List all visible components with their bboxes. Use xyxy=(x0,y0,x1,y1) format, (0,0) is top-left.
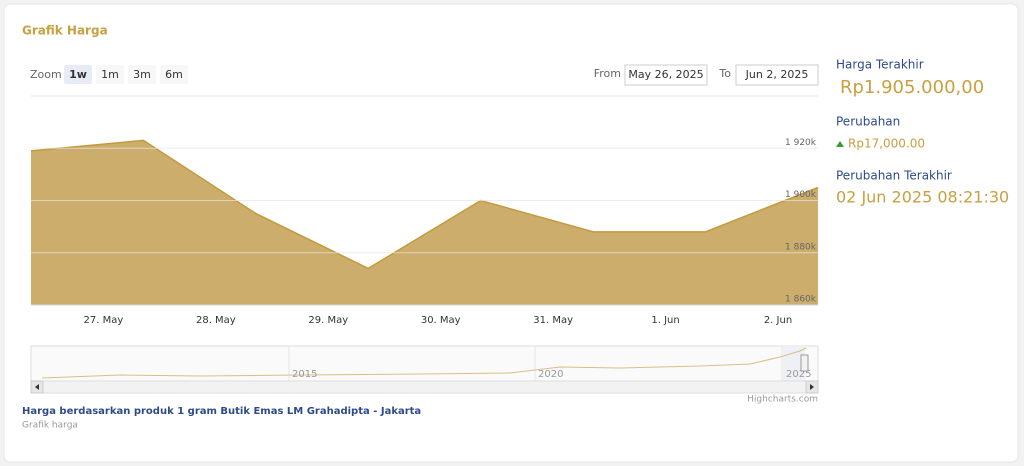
zoom-button[interactable] xyxy=(128,65,156,84)
zoom-button[interactable] xyxy=(96,65,124,84)
zoom-button-label[interactable]: 1m xyxy=(101,68,119,81)
x-tick-label: 31. May xyxy=(533,315,573,326)
scrollbar[interactable] xyxy=(30,380,819,394)
info-label: Harga Terakhir xyxy=(836,58,924,72)
arrow xyxy=(35,384,39,390)
zoom-label: Zoom xyxy=(30,68,62,81)
area xyxy=(31,140,818,305)
line xyxy=(30,139,819,270)
navigator-label: 2020 xyxy=(538,369,563,380)
y-tick-label: 1 920k xyxy=(785,138,817,148)
to-input[interactable] xyxy=(735,64,819,86)
info-label: Perubahan xyxy=(836,115,900,129)
zoom-button-label[interactable]: 6m xyxy=(165,68,183,81)
info-label: Perubahan Terakhir xyxy=(836,169,952,183)
from-input[interactable] xyxy=(624,64,708,86)
to-label: To xyxy=(718,67,731,80)
info-value: 02 Jun 2025 08:21:30 xyxy=(836,188,1009,207)
from-value[interactable]: May 26, 2025 xyxy=(628,68,703,81)
x-tick-label: 2. Jun xyxy=(764,315,792,326)
to-value[interactable]: Jun 2, 2025 xyxy=(745,68,809,81)
navigator-label: 2015 xyxy=(292,369,317,380)
arrow xyxy=(810,384,814,390)
subcaption: Grafik harga xyxy=(22,421,78,431)
from-label: From xyxy=(594,67,621,80)
navigator-line xyxy=(41,347,807,379)
zoom-button-label[interactable]: 1w xyxy=(69,68,87,81)
y-tick-label: 1 860k xyxy=(785,295,817,305)
credits[interactable]: Highcharts.com xyxy=(747,395,818,405)
info-value: Rp17,000.00 xyxy=(848,137,925,151)
x-tick-label: 30. May xyxy=(421,315,461,326)
caption: Harga berdasarkan produk 1 gram Butik Em… xyxy=(22,406,421,417)
y-tick-label: 1 900k xyxy=(785,190,817,200)
zoom-button[interactable] xyxy=(160,65,188,84)
x-tick-label: 27. May xyxy=(84,315,124,326)
x-tick-label: 29. May xyxy=(308,315,348,326)
navigator-handle[interactable] xyxy=(800,354,809,372)
up-arrow xyxy=(836,141,844,147)
zoom-button-label[interactable]: 3m xyxy=(133,68,151,81)
x-tick-label: 28. May xyxy=(196,315,236,326)
navigator-label: 2025 xyxy=(786,369,811,380)
info-value: Rp1.905.000,00 xyxy=(840,77,984,98)
x-tick-label: 1. Jun xyxy=(651,315,679,326)
y-tick-label: 1 880k xyxy=(785,242,817,252)
zoom-button[interactable] xyxy=(64,65,92,84)
title: Grafik Harga xyxy=(22,24,108,38)
